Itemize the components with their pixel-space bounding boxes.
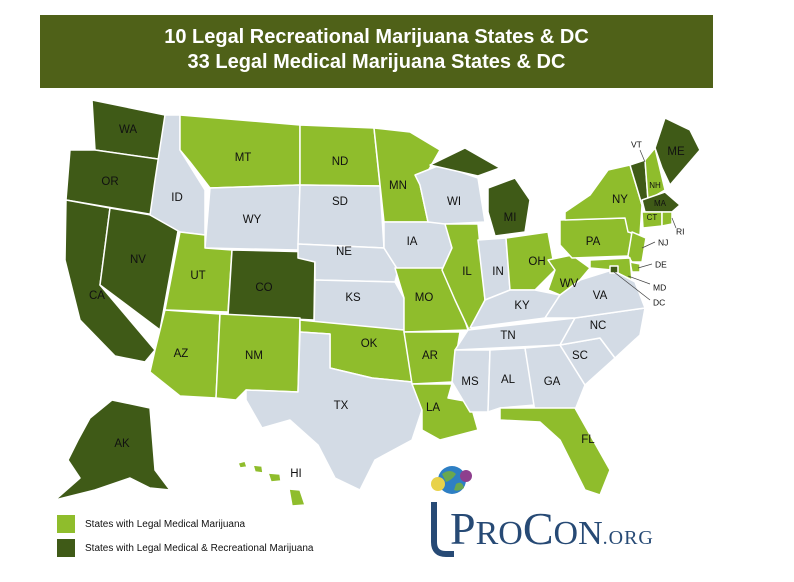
wordmark-on: ON: [553, 515, 603, 552]
label-mo: MO: [415, 292, 434, 304]
label-mi: MI: [504, 212, 517, 224]
label-co: CO: [255, 282, 272, 294]
label-ny: NY: [612, 194, 628, 206]
state-ms[interactable]: [451, 349, 491, 413]
label-ok: OK: [361, 338, 378, 350]
label-pa: PA: [586, 236, 601, 248]
label-ak: AK: [114, 438, 130, 450]
label-dc: DC: [653, 297, 665, 307]
label-me: ME: [667, 146, 685, 158]
legend-item-recreational: States with Legal Medical & Recreational…: [57, 536, 313, 560]
state-sd[interactable]: [297, 184, 385, 249]
legend-label-recreational: States with Legal Medical & Recreational…: [85, 542, 314, 554]
label-wv: WV: [560, 278, 579, 290]
state-al[interactable]: [487, 347, 536, 413]
state-va[interactable]: [544, 269, 646, 319]
globe-icon: [431, 466, 472, 557]
label-oh: OH: [528, 256, 545, 268]
state-fl[interactable]: [499, 407, 611, 496]
legend-item-medical: States with Legal Medical Marijuana: [57, 512, 313, 536]
label-ut: UT: [190, 270, 205, 282]
label-nv: NV: [130, 254, 146, 266]
label-nd: ND: [332, 156, 349, 168]
label-ky: KY: [514, 300, 530, 312]
state-il[interactable]: [441, 223, 486, 333]
wordmark-ro: RO: [475, 515, 523, 552]
label-sc: SC: [572, 350, 588, 362]
wordmark-org: .ORG: [602, 527, 654, 549]
state-ak[interactable]: [54, 399, 171, 501]
label-wa: WA: [119, 124, 137, 136]
state-hi[interactable]: [237, 460, 306, 507]
label-tx: TX: [334, 400, 349, 412]
label-or: OR: [101, 176, 118, 188]
legend-swatch-recreational: [57, 539, 75, 557]
label-va: VA: [593, 290, 608, 302]
title-line-recreational: 10 Legal Recreational Marijuana States &…: [164, 26, 589, 48]
label-ks: KS: [345, 292, 361, 304]
state-dc[interactable]: [609, 265, 619, 274]
label-nc: NC: [590, 320, 607, 332]
state-labels: WA OR CA NV ID MT WY UT CO AZ NM ND SD N…: [89, 124, 685, 480]
label-nj: NJ: [658, 237, 668, 247]
legend-label-medical: States with Legal Medical Marijuana: [85, 518, 246, 530]
state-la[interactable]: [411, 383, 479, 441]
label-id: ID: [171, 192, 183, 204]
label-il: IL: [462, 266, 472, 278]
label-sd: SD: [332, 196, 348, 208]
label-wy: WY: [243, 214, 262, 226]
state-me[interactable]: [654, 117, 701, 186]
label-tn: TN: [500, 330, 515, 342]
label-ne: NE: [336, 246, 352, 258]
label-al: AL: [501, 374, 516, 386]
state-nj[interactable]: [627, 231, 647, 263]
title-line-medical: 33 Legal Medical Marijuana States & DC: [187, 51, 566, 73]
label-ca: CA: [89, 290, 105, 302]
label-nh: NH: [649, 181, 661, 190]
procon-logo[interactable]: PROCON.ORG: [412, 462, 712, 562]
wordmark-c: C: [522, 503, 554, 554]
label-hi: HI: [290, 468, 302, 480]
legend: States with Legal Medical Marijuana Stat…: [57, 512, 313, 560]
label-wi: WI: [447, 196, 461, 208]
label-ri: RI: [676, 226, 685, 236]
label-ct: CT: [647, 213, 658, 222]
label-ga: GA: [544, 376, 561, 388]
label-ms: MS: [461, 376, 479, 388]
label-mn: MN: [389, 180, 407, 192]
label-ma: MA: [654, 199, 667, 208]
procon-wordmark: PROCON.ORG: [450, 502, 654, 555]
wordmark-p: P: [450, 503, 476, 554]
label-la: LA: [426, 402, 440, 414]
label-de: DE: [655, 259, 667, 269]
state-ia[interactable]: [383, 221, 453, 271]
label-ia: IA: [407, 236, 418, 248]
title-banner: 10 Legal Recreational Marijuana States &…: [40, 15, 713, 88]
label-vt: VT: [631, 139, 642, 149]
label-az: AZ: [174, 348, 189, 360]
label-fl: FL: [581, 434, 595, 446]
state-ny[interactable]: [564, 164, 643, 236]
legend-swatch-medical: [57, 515, 75, 533]
label-ar: AR: [422, 350, 438, 362]
state-nh[interactable]: [644, 147, 666, 201]
state-mi[interactable]: [429, 147, 531, 237]
label-nm: NM: [245, 350, 263, 362]
state-oh[interactable]: [505, 231, 556, 291]
label-md: MD: [653, 282, 666, 292]
label-in: IN: [492, 266, 504, 278]
state-ri[interactable]: [661, 211, 673, 227]
state-tx[interactable]: [245, 331, 423, 491]
label-mt: MT: [235, 152, 252, 164]
state-ma[interactable]: [641, 191, 681, 213]
